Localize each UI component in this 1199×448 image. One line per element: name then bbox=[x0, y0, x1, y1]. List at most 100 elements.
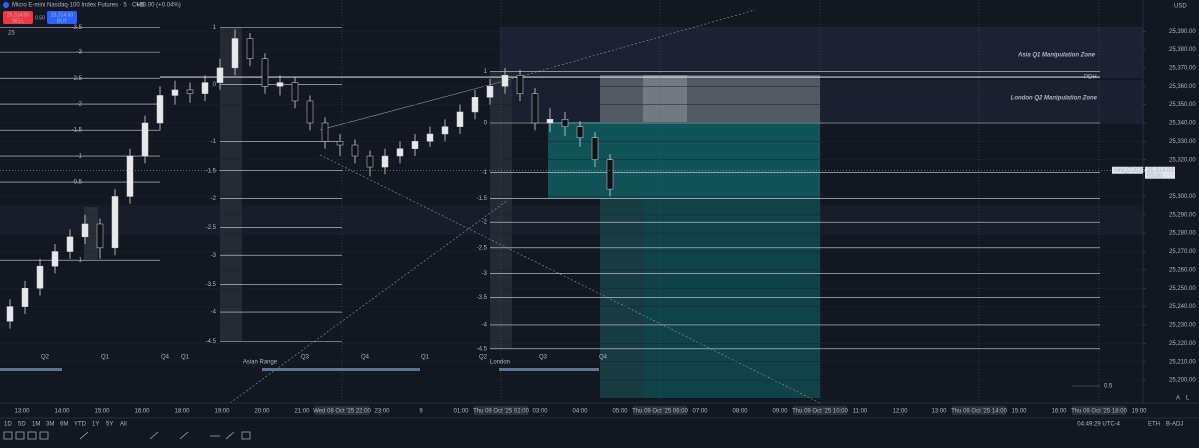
candle-body bbox=[96, 223, 104, 249]
clock: 04:49:29 UTC-4 bbox=[1077, 422, 1120, 428]
range-button[interactable]: 5Y bbox=[106, 422, 113, 428]
indicator-toggle[interactable]: 25 bbox=[8, 31, 15, 37]
symbol-tag bbox=[1112, 166, 1143, 174]
x-tick-label: 07:00 bbox=[692, 409, 708, 415]
candle-body bbox=[216, 67, 224, 83]
candle-body bbox=[186, 89, 194, 94]
tool-icon[interactable] bbox=[39, 431, 49, 440]
y-tick-label: 25,360.00 bbox=[1169, 84, 1196, 90]
session-type[interactable]: ETH bbox=[1148, 422, 1160, 428]
sell-price[interactable]: 25,314.00 bbox=[7, 12, 29, 18]
candle-body bbox=[246, 38, 254, 59]
x-tick-label: 11:00 bbox=[853, 409, 868, 415]
x-tick-label: Thu 09 Oct '25 02:00 bbox=[473, 409, 530, 415]
sell-button[interactable] bbox=[3, 11, 33, 24]
fib-label: -3.5 bbox=[206, 282, 217, 288]
tool-icon[interactable] bbox=[241, 431, 251, 440]
footer bbox=[0, 418, 1199, 448]
x-label-bg bbox=[474, 406, 528, 415]
candle-body bbox=[381, 155, 389, 168]
x-tick-label: Wed 08 Oct '25 22:00 bbox=[313, 409, 371, 415]
tool-icon[interactable] bbox=[179, 431, 189, 440]
session-label: Q4 bbox=[361, 355, 370, 361]
tool-icon[interactable] bbox=[225, 431, 235, 440]
tool-icon[interactable] bbox=[27, 431, 37, 440]
x-tick-label: 12:00 bbox=[892, 409, 908, 415]
range-button[interactable]: 1D bbox=[4, 422, 12, 428]
x-tick-label: 16:00 bbox=[134, 409, 150, 415]
x-label-bg bbox=[793, 406, 847, 415]
range-button[interactable]: All bbox=[120, 422, 127, 428]
range-button[interactable]: YTD bbox=[74, 422, 87, 428]
y-tick-label: 25,320.00 bbox=[1169, 157, 1196, 163]
range-button[interactable]: 1Y bbox=[92, 422, 99, 428]
candle-body bbox=[111, 196, 119, 249]
scale-log[interactable]: L bbox=[1186, 396, 1190, 402]
candle-body bbox=[6, 306, 14, 322]
last-price-label: 25,314.00 bbox=[1147, 168, 1174, 174]
target-zone bbox=[548, 122, 820, 198]
candle-body bbox=[591, 137, 599, 160]
x-tick-label: 13:00 bbox=[14, 409, 30, 415]
x-tick-label: 15:00 bbox=[94, 409, 110, 415]
x-tick-label: 01:00 bbox=[453, 409, 469, 415]
fib-label: -2.5 bbox=[206, 225, 217, 231]
candle-body bbox=[156, 95, 164, 124]
y-tick-label: 25,260.00 bbox=[1169, 267, 1196, 273]
session-label: Q3 bbox=[539, 355, 548, 361]
zone-label: London Q2 Manipulation Zone bbox=[1011, 96, 1098, 102]
y-tick-label: 25,290.00 bbox=[1169, 212, 1196, 218]
fib-label: -1.5 bbox=[72, 128, 83, 134]
range-bar bbox=[262, 368, 420, 371]
buy-button[interactable] bbox=[47, 11, 77, 24]
buy-label[interactable]: BUY bbox=[57, 18, 68, 24]
x-tick-label: 23:00 bbox=[374, 409, 390, 415]
last-price-tag bbox=[1145, 166, 1175, 179]
y-tick-label: 25,200.00 bbox=[1169, 378, 1196, 384]
tool-icon[interactable] bbox=[3, 431, 13, 440]
range-button[interactable]: 6M bbox=[60, 422, 68, 428]
range-button[interactable]: 5D bbox=[18, 422, 26, 428]
fib-label: -2 bbox=[482, 220, 488, 226]
x-tick-label: 14:00 bbox=[54, 409, 70, 415]
candle-body bbox=[471, 97, 479, 113]
tool-icon[interactable] bbox=[15, 431, 25, 440]
trend-line bbox=[319, 79, 509, 131]
x-label-bg bbox=[952, 406, 1006, 415]
y-tick-label: 25,280.00 bbox=[1169, 231, 1196, 237]
x-tick-label: 15:00 bbox=[1011, 409, 1027, 415]
adjustment[interactable]: B-ADJ bbox=[1166, 422, 1183, 428]
range-button[interactable]: 1M bbox=[32, 422, 40, 428]
session-label: London bbox=[490, 360, 510, 366]
fib-label: -1.5 bbox=[477, 196, 488, 202]
y-tick-label: 25,340.00 bbox=[1169, 121, 1196, 127]
fib-label: -3 bbox=[482, 271, 488, 277]
fib-label: -4.5 bbox=[206, 339, 217, 345]
spread: 0.50 bbox=[35, 15, 45, 21]
candle-body bbox=[426, 133, 434, 142]
fib-label: -2 bbox=[77, 102, 83, 108]
fib-label: -3.5 bbox=[72, 25, 83, 31]
buy-price[interactable]: 25,314.50 bbox=[51, 12, 73, 18]
fib-label: 0 bbox=[213, 82, 217, 88]
sell-label[interactable]: SELL bbox=[12, 18, 24, 24]
session-label: Q1 bbox=[181, 355, 190, 361]
y-tick-label: 25,210.00 bbox=[1169, 359, 1196, 365]
currency: USD bbox=[1174, 4, 1187, 10]
candle-body bbox=[291, 82, 299, 102]
y-tick-label: 25,250.00 bbox=[1169, 286, 1196, 292]
fib-label: -3.5 bbox=[477, 295, 488, 301]
scale-auto[interactable]: A bbox=[1176, 396, 1180, 402]
candle-body bbox=[501, 74, 509, 87]
tool-icon[interactable] bbox=[79, 431, 89, 440]
fib-label: -0.5 bbox=[72, 180, 83, 186]
tool-icon[interactable] bbox=[149, 431, 159, 440]
x-tick-label: Thu 09 Oct '25 14:00 bbox=[951, 409, 1008, 415]
fib-label: -3 bbox=[77, 50, 83, 56]
candle-body bbox=[441, 126, 449, 135]
x-tick-label: 04:00 bbox=[572, 409, 588, 415]
y-tick-label: 25,380.00 bbox=[1169, 47, 1196, 53]
range-button[interactable]: 3M bbox=[46, 422, 54, 428]
fib-label: 1 bbox=[213, 25, 217, 31]
session-label: Q3 bbox=[301, 355, 310, 361]
